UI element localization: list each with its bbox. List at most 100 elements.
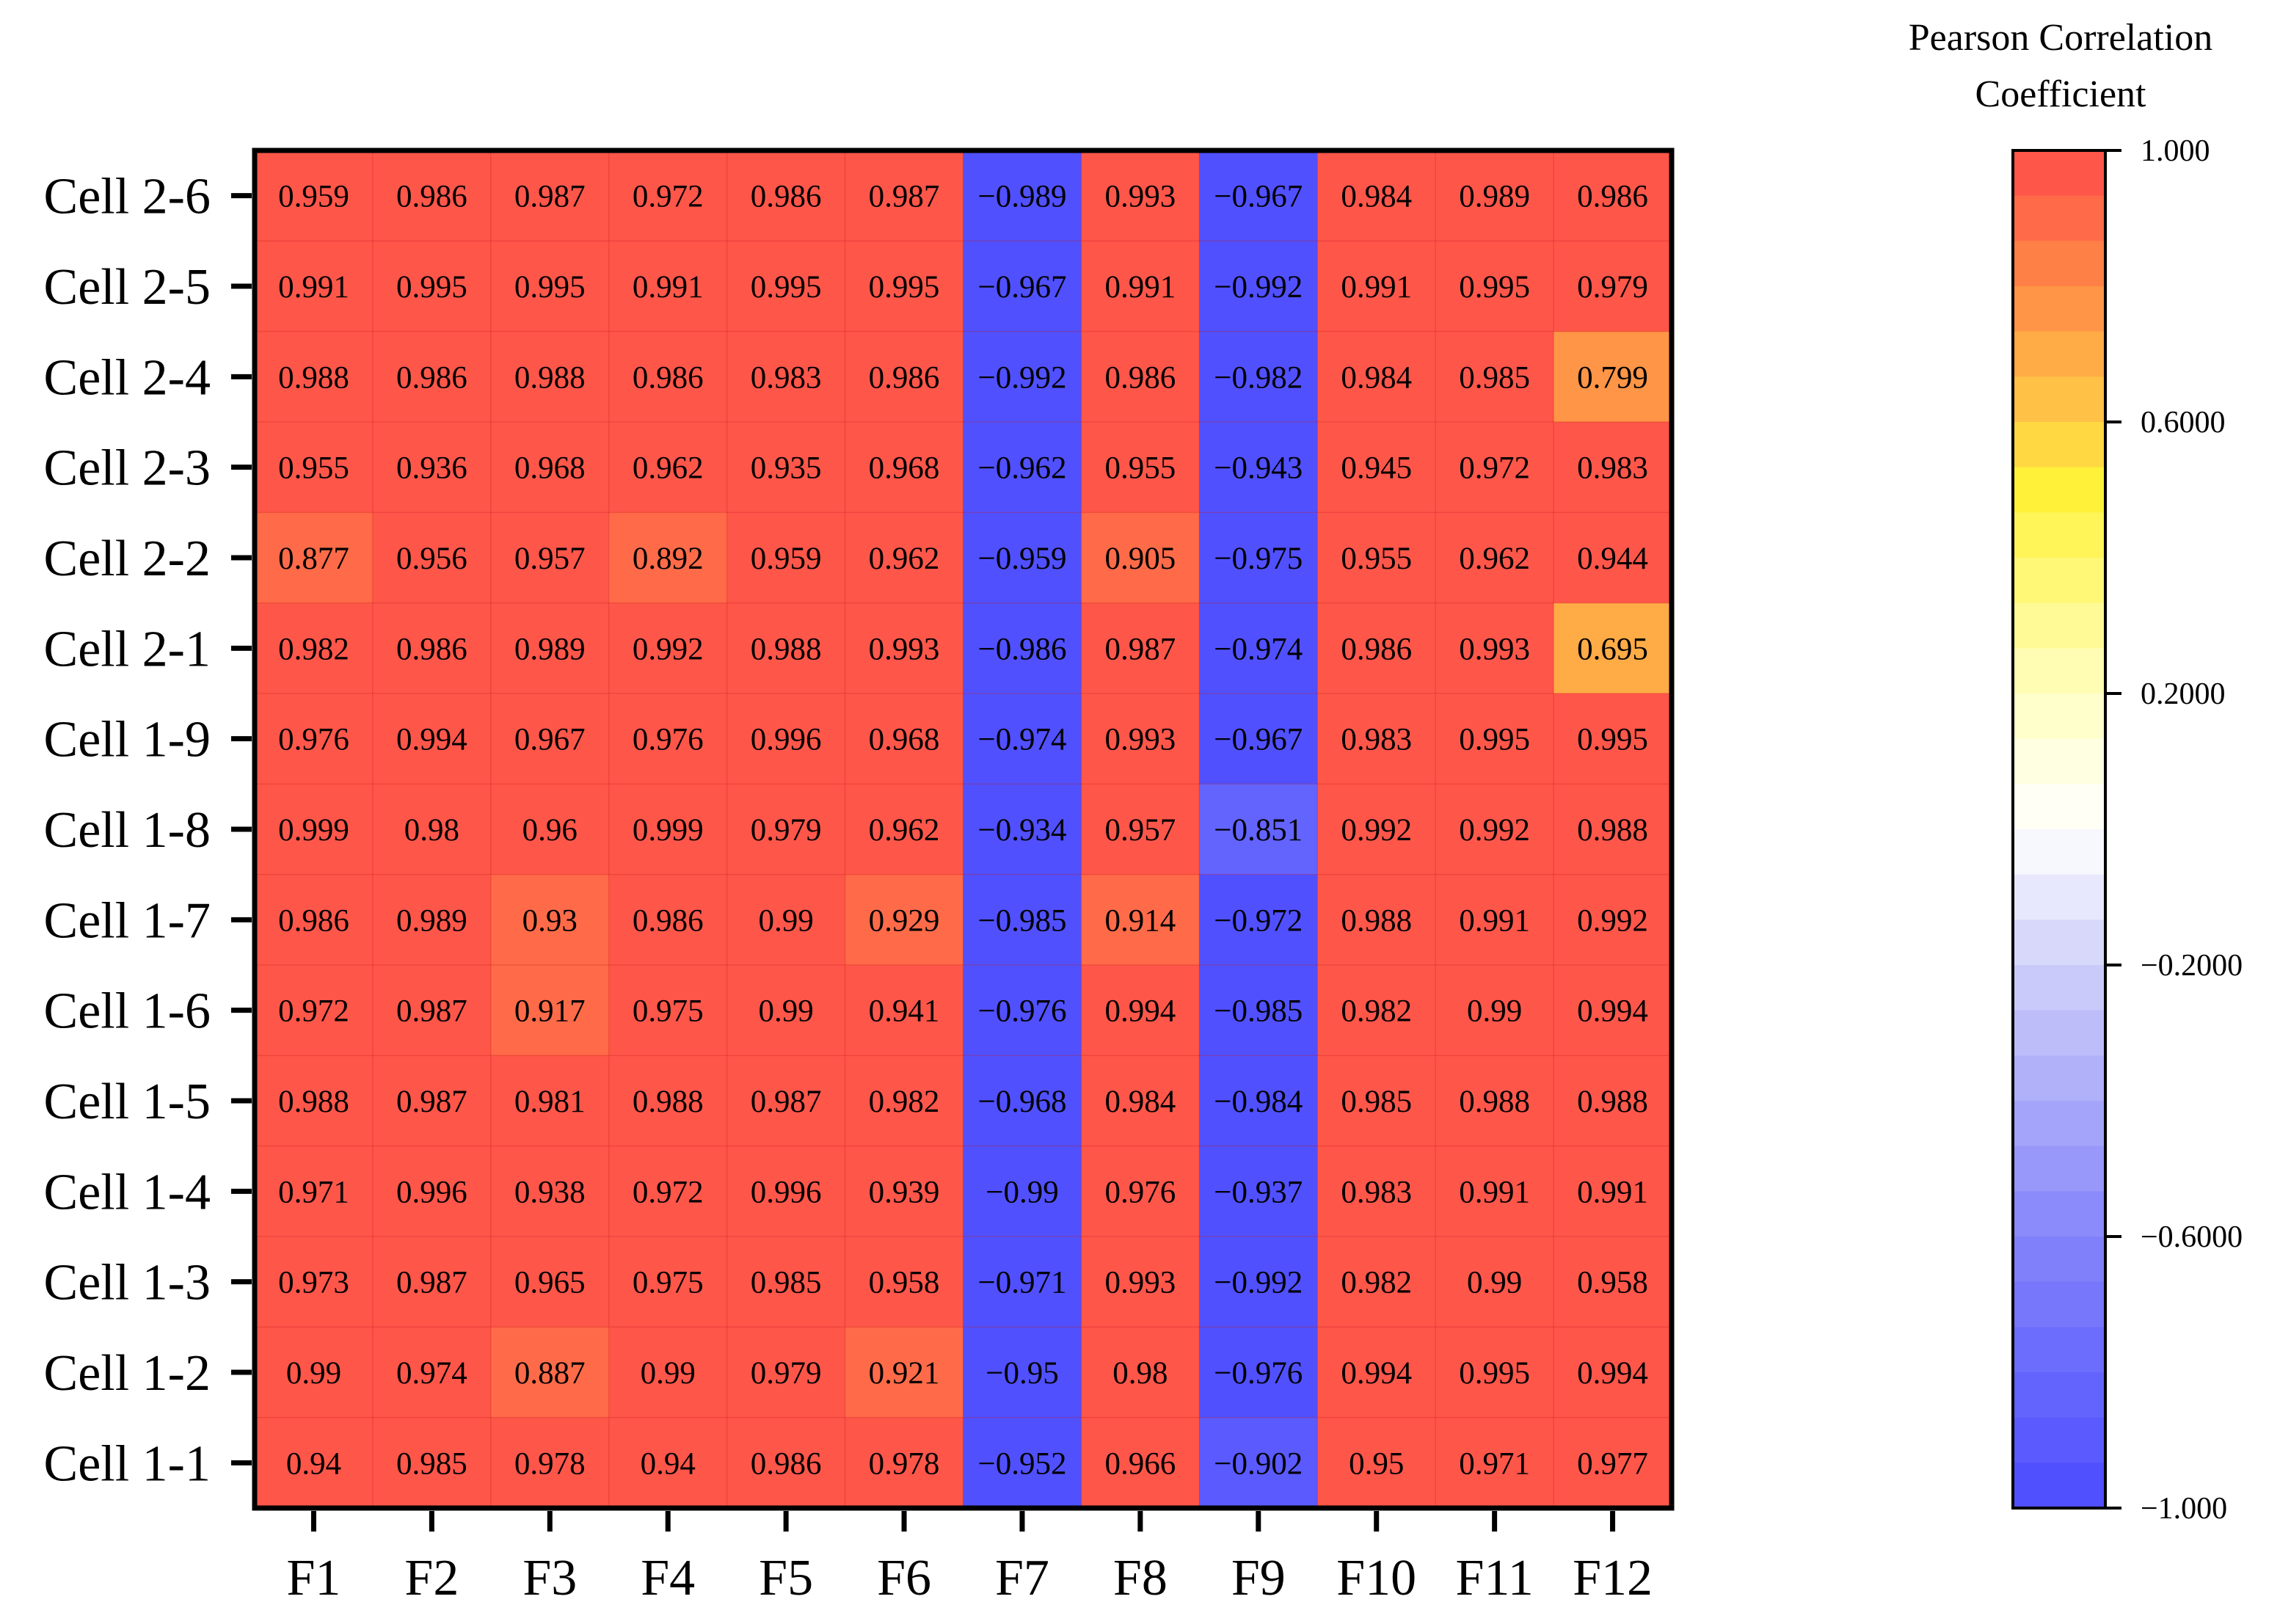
cell-value-label: 0.992	[1459, 813, 1530, 848]
heatmap-cell	[962, 330, 1082, 423]
heatmap-cell	[962, 1145, 1082, 1238]
cell-value-label: 0.976	[633, 723, 704, 757]
y-tick-label: Cell 2-5	[44, 259, 211, 316]
cell-value-label: 0.944	[1577, 542, 1648, 576]
cell-value-label: −0.992	[1214, 1266, 1303, 1300]
cell-value-label: 0.986	[1577, 180, 1648, 214]
colorbar-step	[2013, 1463, 2105, 1509]
heatmap-cells	[254, 150, 1673, 1510]
heatmap-cell	[254, 240, 374, 332]
cell-value-label: 0.988	[1459, 1085, 1530, 1119]
cell-value-label: 0.996	[396, 1175, 467, 1209]
y-tick-label: Cell 2-4	[44, 349, 211, 406]
cell-value-label: 0.968	[514, 451, 586, 486]
cell-value-label: 0.965	[514, 1266, 586, 1300]
cell-value-label: −0.943	[1214, 451, 1303, 486]
cell-value-label: −0.967	[977, 270, 1066, 305]
y-tick-label: Cell 1-8	[44, 802, 211, 859]
heatmap-cell	[490, 693, 610, 785]
heatmap-cell	[1553, 150, 1673, 242]
heatmap-cell	[1553, 330, 1673, 423]
x-tick-label: F1	[286, 1550, 340, 1606]
heatmap-cell	[1080, 1236, 1201, 1328]
cell-value-label: 0.983	[1341, 723, 1412, 757]
cell-value-label: 0.99	[1467, 994, 1522, 1029]
heatmap-cell	[1316, 602, 1437, 695]
colorbar-step	[2013, 965, 2105, 1011]
heatmap-cell	[844, 1416, 964, 1510]
cell-value-label: 0.99	[286, 1356, 341, 1391]
heatmap-cell	[726, 783, 846, 875]
cell-value-label: 0.956	[396, 542, 467, 576]
cell-value-label: 0.995	[1459, 270, 1530, 305]
colorbar-step	[2013, 467, 2105, 513]
cell-value-label: 0.994	[1105, 994, 1176, 1029]
heatmap-cell	[844, 693, 964, 785]
cell-value-label: 0.987	[396, 1085, 467, 1119]
cell-value-label: −0.984	[1214, 1085, 1303, 1119]
cell-value-label: 0.986	[633, 360, 704, 395]
cell-value-label: −0.976	[1214, 1356, 1303, 1391]
cell-value-label: 0.989	[514, 632, 586, 666]
cell-value-label: 0.981	[514, 1085, 586, 1119]
heatmap-cell	[490, 330, 610, 423]
cell-value-label: 0.985	[396, 1446, 467, 1481]
cell-value-label: 0.971	[278, 1175, 349, 1209]
colorbar-step	[2013, 286, 2105, 332]
heatmap-cell	[608, 240, 728, 332]
colorbar-step	[2013, 150, 2105, 197]
cell-value-label: 0.991	[1577, 1175, 1648, 1209]
heatmap-cell	[1435, 330, 1555, 423]
cell-value-label: 0.992	[1341, 813, 1412, 848]
cell-value-label: 0.987	[514, 180, 586, 214]
heatmap-cell	[490, 240, 610, 332]
cell-value-label: 0.994	[1577, 994, 1648, 1029]
colorbar-tick-label: 0.6000	[2141, 406, 2226, 440]
cell-value-label: 0.973	[278, 1266, 349, 1300]
cell-value-label: 0.977	[1577, 1446, 1648, 1481]
cell-value-label: 0.968	[869, 723, 940, 757]
cell-value-label: 0.986	[278, 903, 349, 938]
heatmap-cell	[254, 150, 374, 242]
cell-value-label: −0.989	[977, 180, 1066, 214]
heatmap-cell	[962, 1236, 1082, 1328]
heatmap-cell	[254, 421, 374, 514]
cell-value-label: 0.993	[1105, 723, 1176, 757]
colorbar-step	[2013, 1417, 2105, 1463]
cell-value-label: 0.979	[751, 813, 822, 848]
cell-value-label: 0.996	[751, 723, 822, 757]
heatmap-cell	[254, 330, 374, 423]
heatmap-cell	[1316, 1145, 1437, 1238]
heatmap-cell	[1553, 1326, 1673, 1419]
colorbar-step	[2013, 1055, 2105, 1102]
heatmap-cell	[1435, 964, 1555, 1057]
cell-value-label: 0.984	[1341, 180, 1412, 214]
cell-value-label: 0.985	[1341, 1085, 1412, 1119]
heatmap-cell	[1435, 1416, 1555, 1510]
heatmap-cell	[844, 1055, 964, 1147]
heatmap-cell	[1553, 783, 1673, 875]
cell-value-label: 0.987	[396, 994, 467, 1029]
heatmap-cell	[726, 1326, 846, 1419]
x-tick-label: F5	[759, 1550, 813, 1606]
heatmap-cell	[962, 1416, 1082, 1510]
cell-value-label: 0.986	[396, 360, 467, 395]
heatmap-cell	[1316, 1416, 1437, 1510]
cell-value-label: 0.991	[1105, 270, 1176, 305]
cell-value-label: 0.989	[1459, 180, 1530, 214]
cell-value-label: 0.959	[751, 542, 822, 576]
heatmap-cell	[372, 150, 492, 242]
colorbar-tick-label: −1.000	[2141, 1492, 2227, 1526]
cell-value-label: 0.993	[869, 632, 940, 666]
heatmap-cell	[1080, 1416, 1201, 1510]
heatmap-cell	[608, 150, 728, 242]
cell-value-label: 0.995	[514, 270, 586, 305]
cell-value-label: 0.989	[396, 903, 467, 938]
cell-value-label: 0.955	[1341, 542, 1412, 576]
cell-value-label: 0.991	[633, 270, 704, 305]
cell-value-label: 0.982	[1341, 1266, 1412, 1300]
colorbar-tick-label: 1.000	[2141, 134, 2210, 168]
heatmap-cell	[1080, 1055, 1201, 1147]
cell-value-label: 0.98	[1112, 1356, 1168, 1391]
